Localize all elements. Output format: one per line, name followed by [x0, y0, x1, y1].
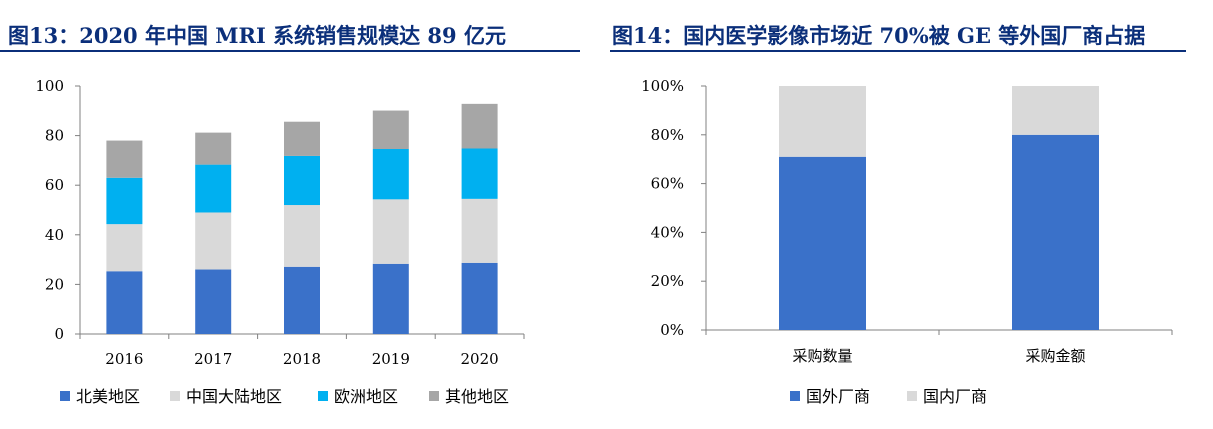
y-tick-label: 0% — [660, 321, 684, 339]
bar-segment — [461, 198, 498, 263]
legend-swatch — [60, 391, 70, 401]
x-category-label: 采购数量 — [792, 347, 852, 365]
legend-swatch — [170, 391, 180, 401]
bar-segment — [284, 155, 320, 206]
bar-segment — [106, 224, 143, 272]
y-tick-label: 0 — [54, 325, 64, 343]
bar-segment — [372, 110, 409, 149]
bar-segment — [106, 271, 143, 334]
y-tick-label: 100 — [35, 77, 64, 95]
y-tick-label: 100% — [641, 77, 684, 95]
y-tick-label: 20% — [651, 272, 684, 290]
y-tick-label: 40% — [651, 223, 684, 241]
legend-swatch — [318, 391, 328, 401]
bar-segment — [372, 263, 409, 334]
stacked-bar-chart-mri-sales: 0 20 40 60 80 100 2016 2017 2018 2019 2020 北美地区 中国大陆… — [35, 77, 525, 406]
x-category-label: 2017 — [194, 350, 232, 368]
title-underline — [0, 50, 580, 52]
y-tick-label: 40 — [45, 226, 64, 244]
chart-title: 图13：2020 年中国 MRI 系统销售规模达 89 亿元 — [8, 23, 506, 48]
y-tick-label: 60% — [651, 175, 684, 193]
bar-segment — [1012, 86, 1099, 135]
chart-panel-mri-sales: 图13：2020 年中国 MRI 系统销售规模达 89 亿元 0 20 40 60 80… — [0, 0, 590, 429]
x-category-label: 2019 — [372, 350, 410, 368]
bar-segment — [106, 177, 143, 225]
bar-segment — [372, 148, 409, 200]
bar-segment — [1012, 134, 1099, 330]
bar-segment — [461, 262, 498, 334]
legend-label: 北美地区 — [76, 387, 140, 406]
bar-segment — [284, 266, 320, 334]
bar-segment — [195, 164, 232, 213]
legend-label: 国外厂商 — [806, 387, 870, 406]
bar-segment — [284, 121, 320, 156]
chart-panel-imaging-market-share: 图14：国内医学影像市场近 70%被 GE 等外国厂商占据 0% 20% 40% 60… — [610, 0, 1210, 429]
x-category-label: 2018 — [283, 350, 321, 368]
bar-segment — [461, 103, 498, 149]
y-tick-label: 80 — [45, 127, 64, 145]
y-tick-label: 80% — [651, 126, 684, 144]
x-category-label: 采购金额 — [1025, 347, 1085, 365]
legend-swatch — [907, 391, 917, 401]
y-tick-label: 60 — [45, 176, 64, 194]
legend-swatch — [429, 391, 439, 401]
bar-segment — [195, 269, 232, 334]
bar-segment — [779, 156, 866, 330]
bar-segment — [106, 140, 143, 178]
bar-segment — [461, 148, 498, 199]
bar-segment — [195, 132, 232, 165]
legend-label: 中国大陆地区 — [186, 387, 282, 406]
title-underline — [610, 50, 1186, 52]
bar-segment — [284, 205, 320, 267]
bar-segment — [372, 199, 409, 264]
chart-title: 图14：国内医学影像市场近 70%被 GE 等外国厂商占据 — [612, 23, 1146, 48]
legend-label: 其他地区 — [445, 387, 509, 406]
legend-label: 欧洲地区 — [334, 387, 398, 406]
legend-swatch — [790, 391, 800, 401]
x-category-label: 2020 — [461, 350, 499, 368]
bar-segment — [779, 86, 866, 157]
y-tick-label: 20 — [45, 275, 64, 293]
x-category-label: 2016 — [105, 350, 143, 368]
bar-segment — [195, 212, 232, 270]
legend-label: 国内厂商 — [923, 387, 987, 406]
